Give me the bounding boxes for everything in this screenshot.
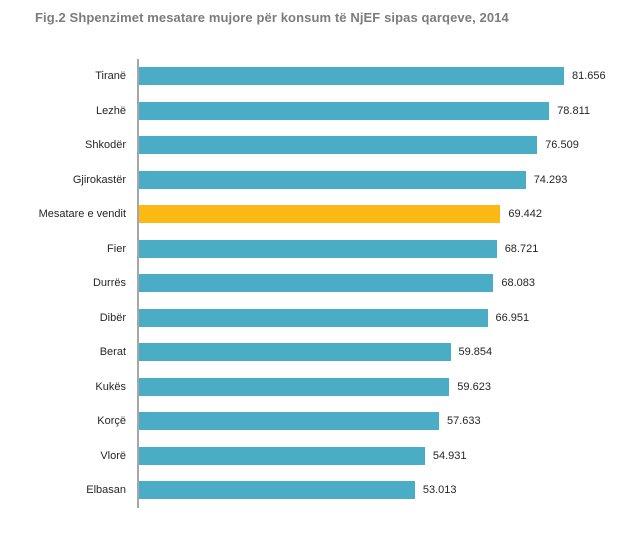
value-label: 57.633 bbox=[447, 415, 481, 428]
bar-row: Lezhë 78.811 bbox=[0, 93, 640, 128]
category-label: Lezhë bbox=[96, 104, 126, 117]
bar-row: Korçë 57.633 bbox=[0, 404, 640, 439]
value-label: 66.951 bbox=[495, 311, 530, 324]
bar bbox=[139, 274, 494, 293]
plot-area: 78.811 bbox=[137, 93, 640, 128]
plot-area: 69.442 bbox=[137, 197, 640, 232]
value-label: 76.509 bbox=[545, 139, 579, 152]
highlight-bar bbox=[139, 205, 501, 224]
value-label: 59.854 bbox=[458, 346, 493, 359]
bar-row: Dibër 66.951 bbox=[0, 300, 640, 335]
value-label: 54.931 bbox=[432, 449, 467, 462]
bar-row: Elbasan 53.013 bbox=[0, 473, 640, 508]
plot-area: 81.656 bbox=[137, 59, 640, 94]
category-label: Kukës bbox=[95, 380, 126, 393]
category-label: Vlorë bbox=[100, 449, 126, 462]
bar bbox=[139, 101, 550, 120]
category-label: Gjirokastër bbox=[72, 173, 126, 186]
category-label: Tiranë bbox=[95, 70, 126, 83]
bar bbox=[139, 67, 564, 86]
bar bbox=[139, 446, 425, 465]
category-label: Fier bbox=[107, 242, 126, 255]
category-label: Mesatare e vendit bbox=[38, 208, 126, 221]
value-label: 81.656 bbox=[572, 70, 606, 83]
bar bbox=[139, 481, 415, 500]
bar-row: Kukës 59.623 bbox=[0, 369, 640, 404]
plot-area: 66.951 bbox=[137, 300, 640, 335]
value-label: 59.623 bbox=[457, 380, 491, 393]
category-label: Dibër bbox=[99, 311, 126, 324]
bar-row: Shkodër 76.509 bbox=[0, 128, 640, 163]
value-label: 69.442 bbox=[508, 208, 543, 221]
value-label: 78.811 bbox=[557, 104, 591, 117]
figure-title: Fig.2 Shpenzimet mesatare mujore për kon… bbox=[35, 10, 509, 25]
bar bbox=[139, 308, 488, 327]
category-label: Durrës bbox=[92, 277, 126, 290]
value-label: 74.293 bbox=[533, 173, 568, 186]
bar bbox=[139, 239, 497, 258]
bar bbox=[139, 412, 439, 431]
plot-area: 59.623 bbox=[137, 369, 640, 404]
plot-area: 76.509 bbox=[137, 128, 640, 163]
bar-row: Durrës 68.083 bbox=[0, 266, 640, 301]
plot-area: 53.013 bbox=[137, 473, 640, 508]
plot-area: 74.293 bbox=[137, 162, 640, 197]
bar-row: Berat 59.854 bbox=[0, 335, 640, 370]
value-label: 53.013 bbox=[422, 484, 457, 497]
bar-row: Vlorë 54.931 bbox=[0, 438, 640, 473]
bar-chart: Tiranë 81.656 Lezhë 78.811 Shkodër 76.509 Gjir… bbox=[0, 59, 640, 508]
value-label: 68.721 bbox=[504, 242, 539, 255]
bar bbox=[139, 170, 526, 189]
bar-row: Fier 68.721 bbox=[0, 231, 640, 266]
plot-area: 68.721 bbox=[137, 231, 640, 266]
bar bbox=[139, 377, 450, 396]
category-label: Shkodër bbox=[85, 139, 126, 152]
plot-area: 57.633 bbox=[137, 404, 640, 439]
bar bbox=[139, 136, 538, 155]
plot-area: 68.083 bbox=[137, 266, 640, 301]
value-label: 68.083 bbox=[501, 277, 536, 290]
category-label: Elbasan bbox=[86, 484, 126, 497]
bar-row: Gjirokastër 74.293 bbox=[0, 162, 640, 197]
plot-area: 54.931 bbox=[137, 438, 640, 473]
category-label: Korçë bbox=[97, 415, 126, 428]
bar-row: Tiranë 81.656 bbox=[0, 59, 640, 94]
plot-area: 59.854 bbox=[137, 335, 640, 370]
category-label: Berat bbox=[99, 346, 126, 359]
bar bbox=[139, 343, 451, 362]
bar-row: Mesatare e vendit 69.442 bbox=[0, 197, 640, 232]
